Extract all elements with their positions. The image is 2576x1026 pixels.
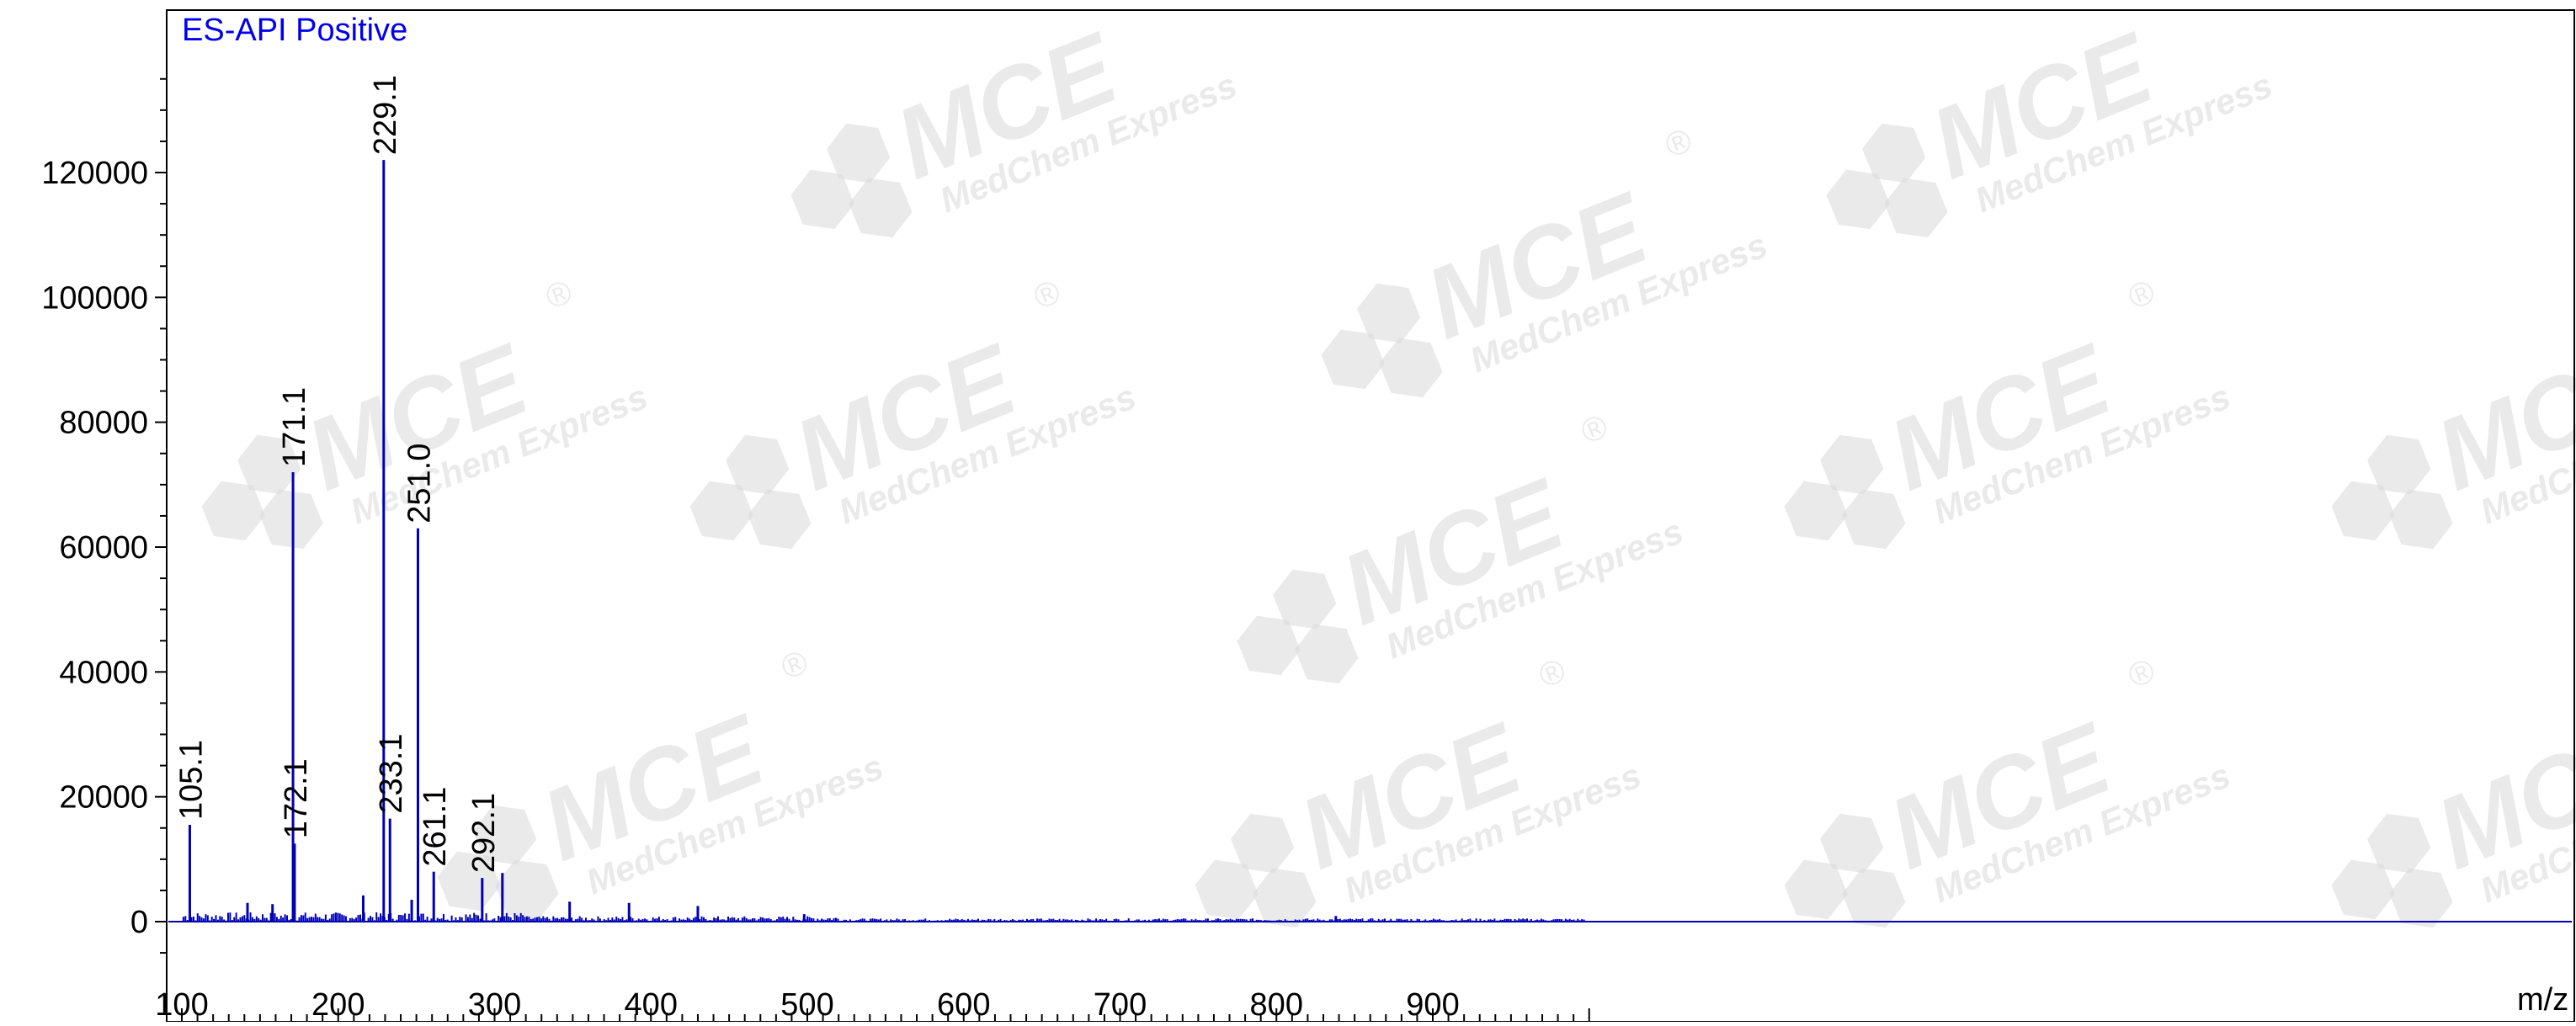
peak-label: 172.1 [279, 758, 314, 838]
x-tick-label: 300 [468, 987, 521, 1022]
watermark-hex-shape [495, 859, 559, 920]
watermark-hex-shape [2389, 489, 2453, 550]
watermark-hex-shape [849, 178, 913, 238]
peak-label: 171.1 [277, 387, 312, 467]
watermark-hex-shape [1820, 434, 1884, 495]
y-tick-label: 80000 [59, 406, 148, 441]
watermark-hex-shape [689, 481, 753, 541]
peak-label: 105.1 [173, 740, 209, 820]
x-axis: 100 200 300 400 500 600 700 800 900 [155, 987, 1590, 1023]
watermark-hex-shape [1784, 481, 1848, 541]
x-tick-label: 900 [1406, 987, 1459, 1022]
watermark-hex-shape [1379, 338, 1443, 398]
watermark-hex-shape [2331, 859, 2395, 920]
y-tick-label: 60000 [59, 530, 148, 566]
spectrum-layer [168, 160, 2572, 922]
x-tick-label: 500 [780, 987, 833, 1022]
watermark-hex-shape [1237, 615, 1301, 676]
y-tick-label: 20000 [59, 780, 148, 816]
watermark-hex-shape [1842, 868, 1906, 928]
peak-label: 251.0 [402, 444, 437, 524]
x-tick-label: 700 [1094, 987, 1147, 1022]
peak-label: 229.1 [368, 75, 403, 155]
watermark-hex-shape [1357, 283, 1421, 343]
x-tick-label: 100 [155, 987, 208, 1022]
watermark-hex-shape [2367, 434, 2431, 495]
watermark-hex-shape [748, 489, 812, 550]
watermark-hex-shape [437, 851, 501, 912]
watermark-hex-shape [201, 481, 265, 541]
watermark-hex-shape [259, 489, 323, 550]
watermark-hex-shape [1862, 123, 1926, 183]
watermark-hex-shape [1253, 868, 1317, 928]
watermark-hex-shape [1321, 329, 1385, 390]
peak-label: 233.1 [374, 734, 409, 814]
watermark-hex-shape [1820, 813, 1884, 874]
watermark-hex-shape [1842, 489, 1906, 550]
y-axis: 0 20000 40000 60000 80000 100000 120000 [41, 77, 167, 954]
watermark-hex-shape [1231, 813, 1295, 874]
x-tick-label: 600 [937, 987, 990, 1022]
watermark-hex-shape [1826, 169, 1890, 230]
watermark-hex-shape [1884, 178, 1948, 238]
watermark-registered: ® [2165, 0, 2202, 5]
watermark-registered: ® [1130, 0, 1167, 5]
watermark-hex-shape [790, 169, 854, 230]
chart-title: ES-API Positive [182, 13, 407, 48]
watermark-hex-shape [1295, 624, 1359, 684]
peak-labels: 105.1 171.1 172.1 229.1 233.1 251.0 261.1 292.1 [173, 75, 501, 873]
peak-label: 292.1 [466, 793, 502, 873]
watermark-hex-shape [827, 123, 891, 183]
x-tick-label: 400 [625, 987, 678, 1022]
peak-label: 261.1 [418, 787, 453, 867]
y-tick-label: 40000 [59, 655, 148, 690]
y-tick-label: 0 [130, 905, 148, 940]
watermark-hex-shape [1784, 859, 1848, 920]
y-tick-label: 120000 [41, 156, 148, 191]
x-axis-label: m/z [2517, 982, 2568, 1018]
x-tick-label: 800 [1250, 987, 1303, 1022]
x-tick-label: 200 [311, 987, 365, 1022]
watermark-hex-shape [1273, 569, 1337, 630]
watermark-hex-shape [2389, 868, 2453, 928]
watermark-hex-shape [473, 805, 537, 865]
y-tick-label: 100000 [41, 280, 148, 316]
watermark-hex-shape [2331, 481, 2395, 541]
watermark-hex-shape [2367, 813, 2431, 874]
watermark-hex-shape [726, 434, 790, 495]
watermark-hex-shape [237, 434, 301, 495]
watermark-hex-shape [1195, 859, 1259, 920]
